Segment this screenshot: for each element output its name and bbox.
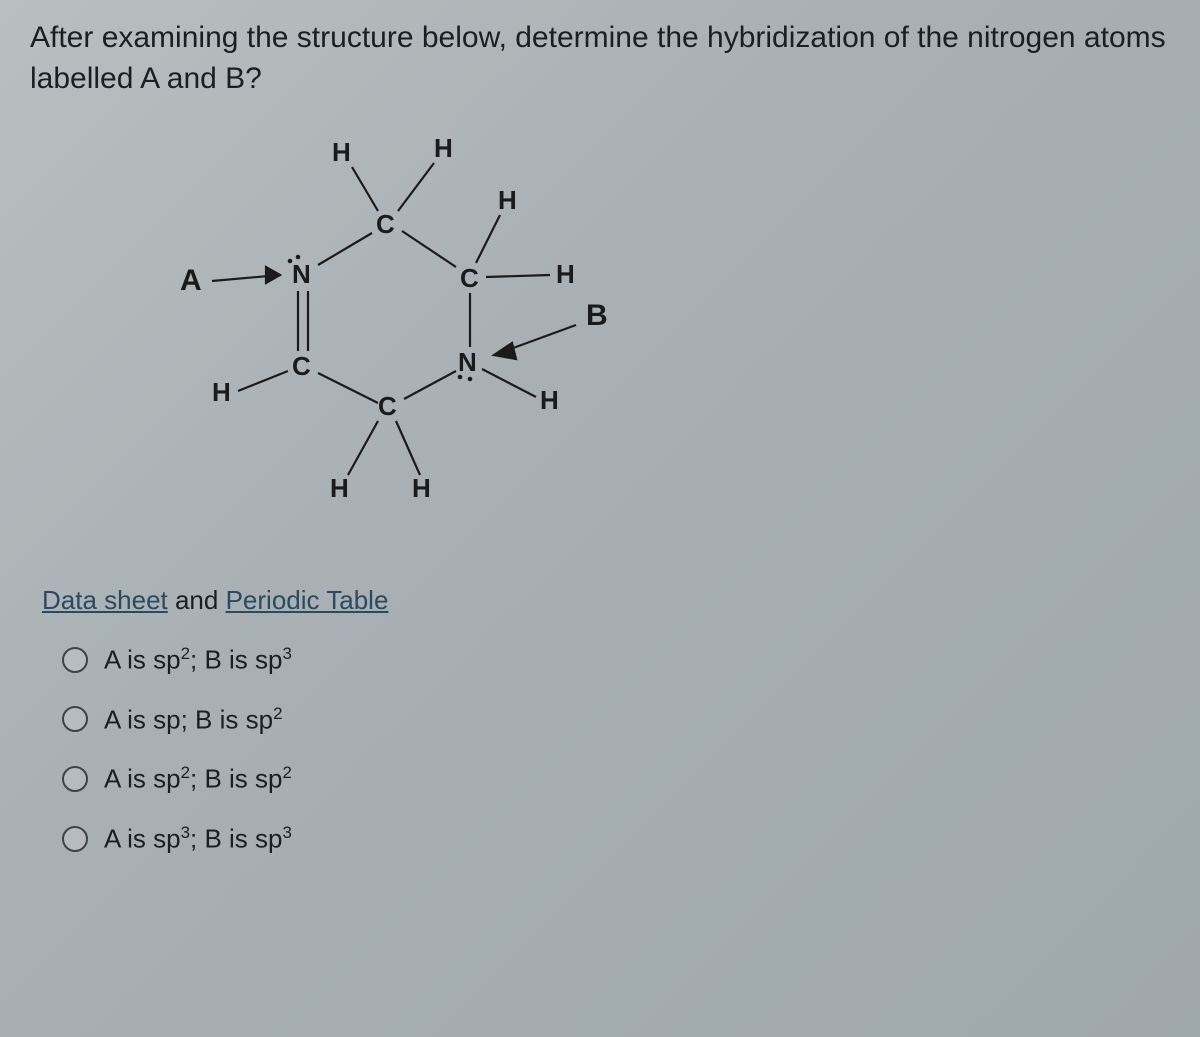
- atom-h-b2: H: [412, 473, 431, 503]
- atom-h-top2: H: [434, 133, 453, 163]
- radio-icon[interactable]: [62, 706, 88, 732]
- option-1[interactable]: A is sp2; B is sp3: [62, 644, 1200, 676]
- data-sheet-link[interactable]: Data sheet: [42, 585, 168, 615]
- atom-h-r2: H: [556, 259, 575, 289]
- option-2-label: A is sp; B is sp2: [104, 704, 282, 736]
- radio-icon[interactable]: [62, 647, 88, 673]
- radio-icon[interactable]: [62, 826, 88, 852]
- option-1-label: A is sp2; B is sp3: [104, 644, 292, 676]
- radio-icon[interactable]: [62, 766, 88, 792]
- option-2[interactable]: A is sp; B is sp2: [62, 704, 1200, 736]
- atom-n-b: N: [458, 347, 477, 377]
- atom-h-nb: H: [540, 385, 559, 415]
- option-4[interactable]: A is sp3; B is sp3: [62, 823, 1200, 855]
- label-a: A: [180, 264, 202, 297]
- option-3-label: A is sp2; B is sp2: [104, 763, 292, 795]
- answer-options: A is sp2; B is sp3 A is sp; B is sp2 A i…: [62, 644, 1200, 855]
- label-b: B: [586, 299, 608, 332]
- atom-h-r1: H: [498, 185, 517, 215]
- atom-h-b1: H: [330, 473, 349, 503]
- option-3[interactable]: A is sp2; B is sp2: [62, 763, 1200, 795]
- atom-h-cl: H: [212, 377, 231, 407]
- atom-n-a: N: [292, 259, 311, 289]
- atom-c-top: C: [376, 209, 395, 239]
- atom-c-right: C: [460, 263, 479, 293]
- atom-h-top1: H: [332, 137, 351, 167]
- resource-links: Data sheet and Periodic Table: [42, 585, 1200, 616]
- atom-c-lower-left: C: [292, 351, 311, 381]
- periodic-table-link[interactable]: Periodic Table: [226, 585, 389, 615]
- question-text: After examining the structure below, det…: [0, 0, 1200, 105]
- structure-diagram: A N C H C H H C H H N: [120, 115, 820, 535]
- link-and: and: [168, 585, 226, 615]
- option-4-label: A is sp3; B is sp3: [104, 823, 292, 855]
- atom-c-central: C: [378, 391, 397, 421]
